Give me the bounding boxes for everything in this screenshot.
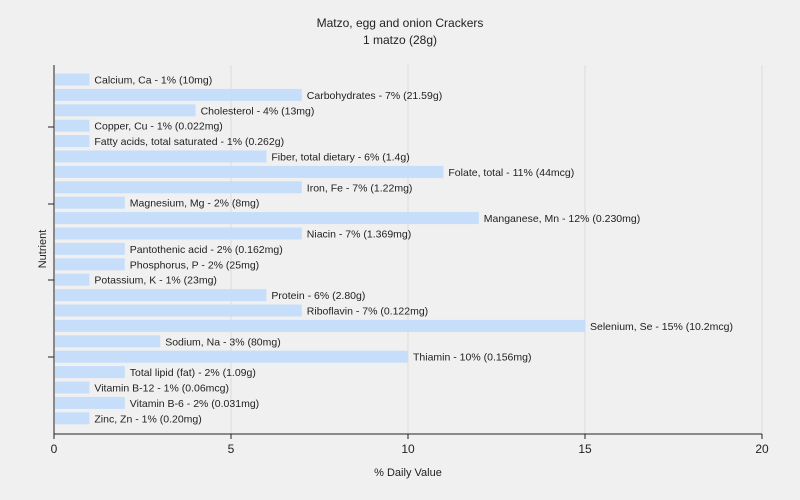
bar	[55, 150, 267, 163]
bar	[55, 366, 125, 379]
bar-label: Cholesterol - 4% (13mg)	[201, 105, 315, 117]
bar-label: Copper, Cu - 1% (0.022mg)	[94, 121, 222, 133]
bar-label: Total lipid (fat) - 2% (1.09g)	[130, 367, 256, 379]
bar	[55, 412, 90, 425]
bars: Calcium, Ca - 1% (10mg) Carbohydrates - 7…	[55, 73, 733, 425]
x-tick-label: 5	[228, 442, 235, 456]
x-tick-label: 20	[755, 442, 769, 456]
bar	[55, 350, 408, 363]
bar-label: Iron, Fe - 7% (1.22mg)	[307, 182, 413, 194]
x-axis-label: % Daily Value	[374, 467, 442, 479]
bar	[55, 181, 302, 194]
bar	[55, 196, 125, 209]
bar	[55, 88, 302, 101]
bar	[55, 335, 161, 348]
bar	[55, 73, 90, 86]
chart-subtitle: 1 matzo (28g)	[363, 33, 437, 47]
gridlines	[230, 65, 763, 434]
bar-label: Manganese, Mn - 12% (0.230mg)	[484, 213, 640, 225]
bar	[55, 396, 125, 409]
bar-label: Sodium, Na - 3% (80mg)	[165, 336, 281, 348]
bar-label: Potassium, K - 1% (23mg)	[94, 275, 217, 287]
bar-label: Fiber, total dietary - 6% (1.4g)	[271, 152, 409, 164]
bar	[55, 273, 90, 286]
bar-label: Carbohydrates - 7% (21.59g)	[307, 90, 442, 102]
bar	[55, 242, 125, 255]
bar	[55, 381, 90, 394]
bar-label: Riboflavin - 7% (0.122mg)	[307, 306, 428, 318]
bar-label: Phosphorus, P - 2% (25mg)	[130, 259, 259, 271]
bar-label: Zinc, Zn - 1% (0.20mg)	[94, 413, 201, 425]
bar	[55, 289, 267, 302]
x-tick-label: 10	[401, 442, 415, 456]
bar-label: Fatty acids, total saturated - 1% (0.262…	[94, 136, 284, 148]
bar	[55, 165, 444, 178]
bar	[55, 227, 302, 240]
axes: 0 5 10 15 20	[48, 65, 769, 456]
bar	[55, 258, 125, 271]
x-tick-label: 15	[578, 442, 592, 456]
bar	[55, 104, 196, 117]
y-axis-label: Nutrient	[37, 230, 49, 269]
bar-label: Niacin - 7% (1.369mg)	[307, 229, 411, 241]
bar	[55, 212, 479, 225]
bar-label: Magnesium, Mg - 2% (8mg)	[130, 198, 260, 210]
bar-label: Vitamin B-12 - 1% (0.06mcg)	[94, 383, 229, 395]
x-tick-label: 0	[51, 442, 58, 456]
bar	[55, 119, 90, 132]
bar	[55, 304, 302, 317]
bar-label: Thiamin - 10% (0.156mg)	[413, 352, 531, 364]
bar-label: Selenium, Se - 15% (10.2mcg)	[590, 321, 733, 333]
bar-label: Pantothenic acid - 2% (0.162mg)	[130, 244, 283, 256]
bar-label: Folate, total - 11% (44mcg)	[448, 167, 574, 179]
bar	[55, 135, 90, 148]
chart-title: Matzo, egg and onion Crackers	[317, 16, 484, 30]
bar-label: Vitamin B-6 - 2% (0.031mg)	[130, 398, 259, 410]
bar-label: Calcium, Ca - 1% (10mg)	[94, 75, 212, 87]
bar	[55, 319, 585, 332]
bar-label: Protein - 6% (2.80g)	[271, 290, 365, 302]
